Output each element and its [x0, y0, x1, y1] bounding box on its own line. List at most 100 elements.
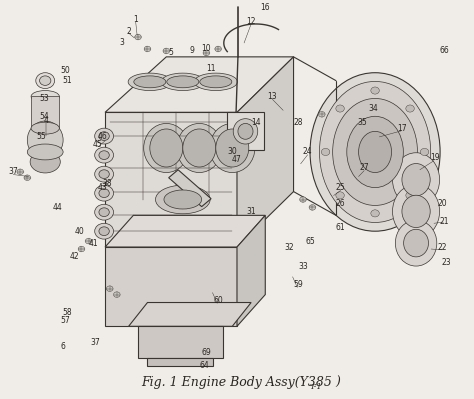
Text: 13: 13 — [267, 92, 277, 101]
Circle shape — [85, 238, 92, 244]
Text: 65: 65 — [305, 237, 315, 246]
Polygon shape — [138, 326, 223, 358]
Text: 37: 37 — [8, 167, 18, 176]
Ellipse shape — [128, 73, 172, 91]
Text: Fig. 1 Engine Body Assy(Y385: Fig. 1 Engine Body Assy(Y385 — [142, 376, 332, 389]
Circle shape — [114, 292, 120, 297]
Circle shape — [107, 286, 113, 291]
Text: 38: 38 — [102, 179, 112, 188]
Ellipse shape — [238, 123, 253, 139]
Polygon shape — [128, 302, 251, 326]
Ellipse shape — [31, 122, 59, 134]
Ellipse shape — [402, 164, 430, 196]
Circle shape — [309, 205, 316, 210]
Ellipse shape — [31, 91, 59, 103]
Circle shape — [406, 192, 414, 199]
Ellipse shape — [177, 123, 222, 172]
Polygon shape — [227, 113, 264, 150]
Text: 10: 10 — [201, 44, 211, 53]
Text: 23: 23 — [442, 259, 452, 267]
Text: 51: 51 — [63, 76, 72, 85]
Circle shape — [95, 128, 114, 144]
Ellipse shape — [183, 129, 216, 167]
Text: 14: 14 — [251, 118, 261, 127]
Ellipse shape — [164, 190, 201, 209]
Circle shape — [215, 46, 221, 52]
Ellipse shape — [30, 151, 60, 173]
Text: 33: 33 — [298, 263, 308, 271]
Circle shape — [300, 197, 306, 202]
Ellipse shape — [200, 76, 232, 88]
Circle shape — [420, 148, 429, 156]
Circle shape — [371, 87, 379, 94]
Ellipse shape — [347, 116, 403, 188]
Text: 37: 37 — [91, 338, 100, 347]
Text: 4: 4 — [44, 116, 49, 125]
Polygon shape — [105, 113, 237, 247]
Circle shape — [95, 147, 114, 163]
Circle shape — [135, 34, 141, 40]
Text: 34: 34 — [369, 104, 379, 113]
Text: 53: 53 — [39, 94, 49, 103]
Text: 55: 55 — [36, 132, 46, 140]
Circle shape — [406, 105, 414, 112]
Polygon shape — [237, 57, 293, 247]
Text: 66: 66 — [439, 46, 449, 55]
Text: 64: 64 — [199, 361, 209, 370]
Circle shape — [336, 105, 344, 112]
Text: 21: 21 — [439, 217, 449, 226]
Circle shape — [99, 189, 109, 198]
Ellipse shape — [333, 99, 418, 205]
Polygon shape — [105, 57, 293, 113]
Text: 60: 60 — [213, 296, 223, 305]
Text: 11: 11 — [206, 64, 216, 73]
Text: 69: 69 — [201, 348, 211, 357]
Ellipse shape — [402, 195, 430, 227]
Polygon shape — [147, 358, 213, 366]
Text: 20: 20 — [437, 199, 447, 208]
Text: 9: 9 — [190, 46, 195, 55]
Ellipse shape — [27, 144, 63, 160]
Circle shape — [99, 208, 109, 217]
Circle shape — [319, 112, 325, 117]
Ellipse shape — [134, 76, 166, 88]
Circle shape — [321, 148, 330, 156]
Text: 30: 30 — [228, 148, 237, 156]
Text: 2: 2 — [126, 27, 131, 36]
Text: 32: 32 — [284, 243, 294, 251]
Text: 27: 27 — [359, 163, 369, 172]
Text: 46: 46 — [98, 132, 108, 140]
Ellipse shape — [319, 81, 431, 223]
Circle shape — [99, 227, 109, 235]
Ellipse shape — [392, 153, 439, 207]
Circle shape — [24, 175, 31, 180]
Text: 44: 44 — [53, 203, 63, 212]
Circle shape — [78, 246, 85, 252]
Text: 59: 59 — [293, 280, 303, 289]
Text: 1: 1 — [133, 15, 138, 24]
Circle shape — [95, 166, 114, 182]
Text: ): ) — [331, 376, 340, 389]
Text: 31: 31 — [246, 207, 256, 216]
Text: 43: 43 — [98, 183, 108, 192]
Ellipse shape — [233, 119, 258, 144]
Ellipse shape — [392, 184, 439, 238]
Text: 40: 40 — [74, 227, 84, 236]
Circle shape — [95, 223, 114, 239]
Text: T-1: T-1 — [310, 383, 322, 391]
Circle shape — [95, 185, 114, 201]
Ellipse shape — [358, 131, 392, 172]
Circle shape — [144, 46, 151, 52]
Text: 42: 42 — [70, 253, 79, 261]
Text: 58: 58 — [63, 308, 72, 317]
Ellipse shape — [167, 76, 199, 88]
Ellipse shape — [161, 73, 204, 91]
Circle shape — [203, 50, 210, 56]
Bar — [31, 96, 59, 128]
Ellipse shape — [310, 73, 440, 231]
Text: 12: 12 — [246, 17, 256, 26]
Circle shape — [371, 210, 379, 217]
Ellipse shape — [216, 129, 249, 167]
Text: 26: 26 — [336, 199, 346, 208]
Polygon shape — [237, 215, 265, 326]
